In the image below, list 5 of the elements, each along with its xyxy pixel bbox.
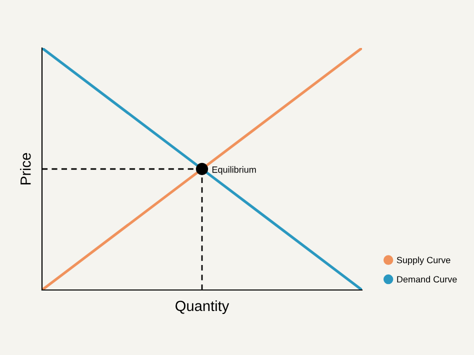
legend-label: Demand Curve <box>397 276 457 283</box>
annotation: Equilibrium <box>212 166 256 175</box>
legend-label: Supply Curve <box>396 256 450 266</box>
y-axis-title: Price <box>20 153 31 184</box>
x-axis-title: Quantity <box>176 300 230 314</box>
